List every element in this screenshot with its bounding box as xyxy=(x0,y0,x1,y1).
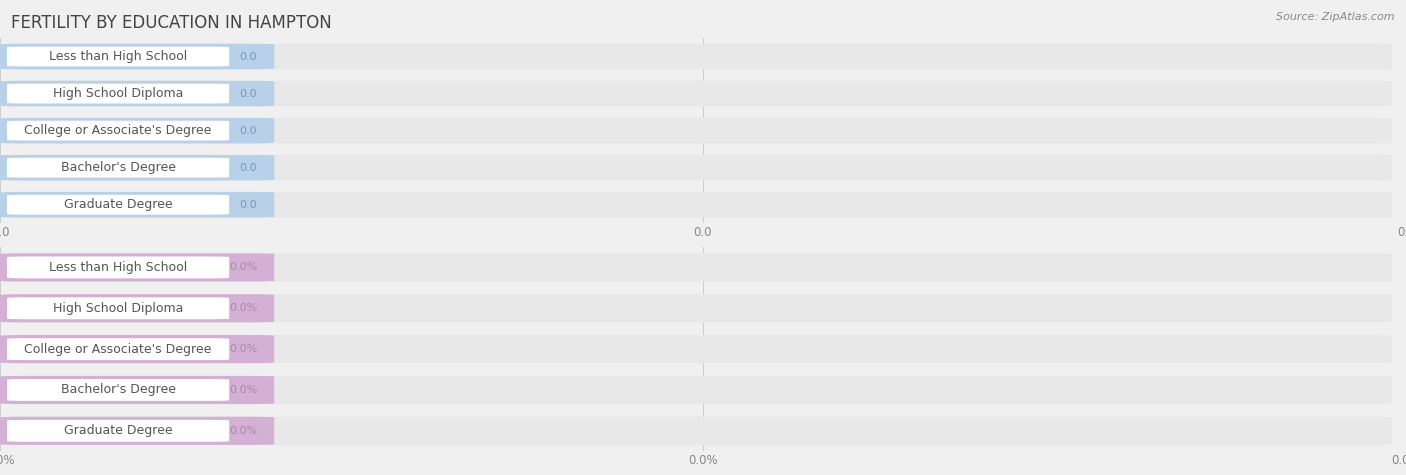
FancyBboxPatch shape xyxy=(0,294,274,323)
Text: Graduate Degree: Graduate Degree xyxy=(63,424,173,437)
Text: 0.0%: 0.0% xyxy=(229,385,257,395)
FancyBboxPatch shape xyxy=(0,417,274,445)
FancyBboxPatch shape xyxy=(7,379,229,401)
Text: FERTILITY BY EDUCATION IN HAMPTON: FERTILITY BY EDUCATION IN HAMPTON xyxy=(11,14,332,32)
FancyBboxPatch shape xyxy=(0,192,274,218)
FancyBboxPatch shape xyxy=(0,335,274,363)
Text: High School Diploma: High School Diploma xyxy=(53,302,183,315)
FancyBboxPatch shape xyxy=(0,118,274,143)
FancyBboxPatch shape xyxy=(0,155,274,180)
FancyBboxPatch shape xyxy=(7,338,229,360)
FancyBboxPatch shape xyxy=(7,47,229,66)
FancyBboxPatch shape xyxy=(0,118,1392,143)
Text: Graduate Degree: Graduate Degree xyxy=(63,198,173,211)
Text: Source: ZipAtlas.com: Source: ZipAtlas.com xyxy=(1277,12,1395,22)
Text: High School Diploma: High School Diploma xyxy=(53,87,183,100)
FancyBboxPatch shape xyxy=(7,158,229,178)
FancyBboxPatch shape xyxy=(0,81,274,106)
FancyBboxPatch shape xyxy=(0,44,274,69)
Text: 0.0%: 0.0% xyxy=(229,426,257,436)
Text: 0.0%: 0.0% xyxy=(229,303,257,314)
FancyBboxPatch shape xyxy=(0,376,1392,404)
Text: 0.0: 0.0 xyxy=(239,88,257,99)
Text: College or Associate's Degree: College or Associate's Degree xyxy=(24,124,212,137)
FancyBboxPatch shape xyxy=(0,335,1392,363)
FancyBboxPatch shape xyxy=(0,376,274,404)
Text: 0.0: 0.0 xyxy=(239,125,257,136)
FancyBboxPatch shape xyxy=(7,121,229,141)
FancyBboxPatch shape xyxy=(7,195,229,215)
FancyBboxPatch shape xyxy=(7,256,229,278)
Text: College or Associate's Degree: College or Associate's Degree xyxy=(24,342,212,356)
FancyBboxPatch shape xyxy=(7,297,229,319)
Text: Less than High School: Less than High School xyxy=(49,50,187,63)
Text: Bachelor's Degree: Bachelor's Degree xyxy=(60,161,176,174)
Text: 0.0: 0.0 xyxy=(239,162,257,173)
FancyBboxPatch shape xyxy=(0,44,1392,69)
FancyBboxPatch shape xyxy=(0,417,1392,445)
Text: 0.0%: 0.0% xyxy=(229,262,257,273)
FancyBboxPatch shape xyxy=(0,155,1392,180)
Text: Less than High School: Less than High School xyxy=(49,261,187,274)
FancyBboxPatch shape xyxy=(0,81,1392,106)
FancyBboxPatch shape xyxy=(7,420,229,442)
FancyBboxPatch shape xyxy=(0,294,1392,323)
Text: 0.0%: 0.0% xyxy=(229,344,257,354)
FancyBboxPatch shape xyxy=(7,84,229,104)
FancyBboxPatch shape xyxy=(0,253,274,282)
FancyBboxPatch shape xyxy=(0,253,1392,282)
Text: 0.0: 0.0 xyxy=(239,51,257,62)
Text: 0.0: 0.0 xyxy=(239,200,257,210)
FancyBboxPatch shape xyxy=(0,192,1392,218)
Text: Bachelor's Degree: Bachelor's Degree xyxy=(60,383,176,397)
